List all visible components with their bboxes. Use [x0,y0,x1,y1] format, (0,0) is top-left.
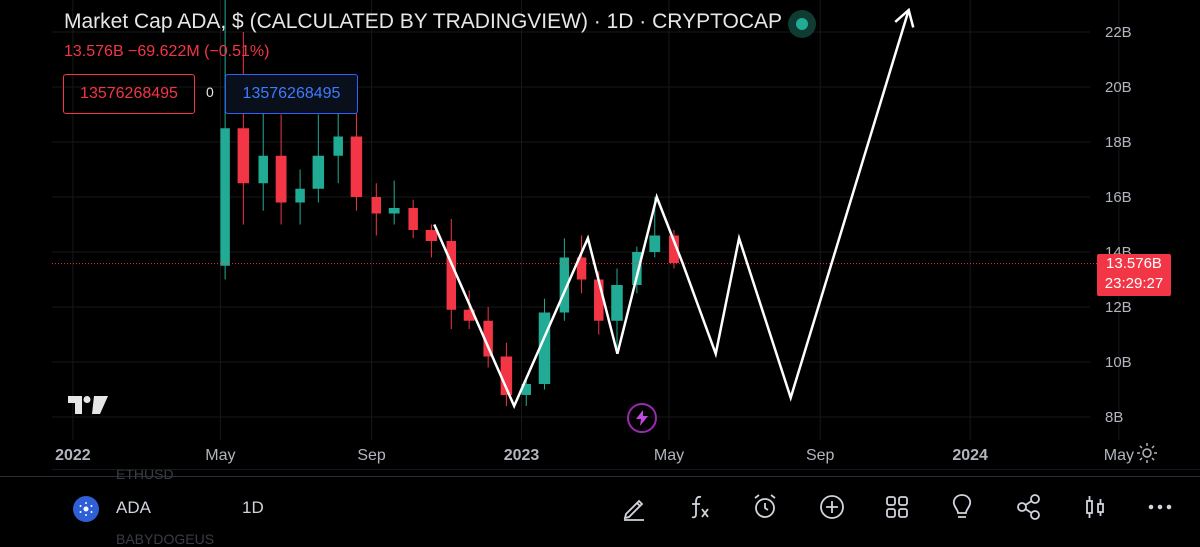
x-axis: 2022 May Sep 2023 May Sep 2024 May [55,447,1134,464]
x-tick-label: 2024 [952,447,988,464]
x-tick-label: 2023 [504,447,540,464]
spread-value: 0 [206,84,214,100]
share-icon[interactable] [1012,490,1046,524]
last-price-label: 13.576B 23:29:27 [1097,254,1171,296]
y-tick-label: 16B [1105,189,1132,206]
market-status-icon[interactable] [788,10,816,38]
candle [521,378,531,406]
y-tick-label: 20B [1105,79,1132,96]
candle [371,183,382,236]
draw-icon[interactable] [617,490,651,524]
alert-icon[interactable] [748,490,782,524]
y-tick-label: 12B [1105,299,1132,316]
candle [388,180,400,225]
candle [425,224,438,258]
candle [408,199,418,239]
sell-button[interactable]: 13576268495 [63,74,195,114]
layout-icon[interactable] [880,490,914,524]
add-icon[interactable] [815,490,849,524]
chart-grid [52,0,1120,440]
candle [483,307,493,368]
annotation-zigzag [433,9,910,410]
tradingview-logo-icon [66,394,110,421]
x-tick-label: May [1104,447,1134,464]
ghost-symbol-below: BABYDOGEUS [116,531,215,547]
ghost-symbol-above: ETHUSD [116,466,174,482]
x-tick-label: May [205,447,235,464]
buy-button[interactable]: 13576268495 [225,74,358,114]
candle [350,100,363,211]
x-tick-label: Sep [357,447,386,464]
candle [632,246,642,294]
candle [275,114,287,225]
ada-logo-icon[interactable] [73,496,99,522]
flash-icon[interactable] [627,403,657,433]
idea-icon[interactable] [945,490,979,524]
candle [295,169,305,225]
x-tick-label: May [654,447,684,464]
chart-title[interactable]: Market Cap ADA, $ (CALCULATED BY TRADING… [64,10,783,33]
more-icon[interactable] [1143,490,1177,524]
y-tick-label: 22B [1105,24,1132,41]
candle [312,114,325,203]
candle [611,268,623,349]
candle [669,230,679,269]
bar-countdown: 23:29:27 [1104,275,1164,292]
chart-type-icon[interactable] [1078,490,1112,524]
candle [237,32,250,225]
symbol-button[interactable]: ADA [116,498,151,517]
interval-button[interactable]: 1D [242,498,264,517]
last-price-value: 13.576B [1106,255,1162,272]
candle [258,100,268,211]
candle [446,219,457,329]
annotation-arrowhead [894,7,915,28]
candle-series [220,0,679,406]
candle [500,342,513,406]
candle [538,298,551,390]
price-change: 13.576B −69.622M (−0.51%) [64,43,270,60]
candle [220,0,230,280]
candle [559,238,570,321]
y-tick-label: 18B [1105,134,1132,151]
candle [463,290,475,329]
indicators-icon[interactable] [681,490,715,524]
settings-icon[interactable] [1136,442,1158,469]
y-tick-label: 10B [1105,354,1132,371]
x-tick-label: Sep [806,447,835,464]
y-tick-label: 8B [1105,409,1123,426]
candle [576,235,587,294]
x-tick-label: 2022 [55,447,91,464]
bottom-toolbar [0,476,1200,541]
